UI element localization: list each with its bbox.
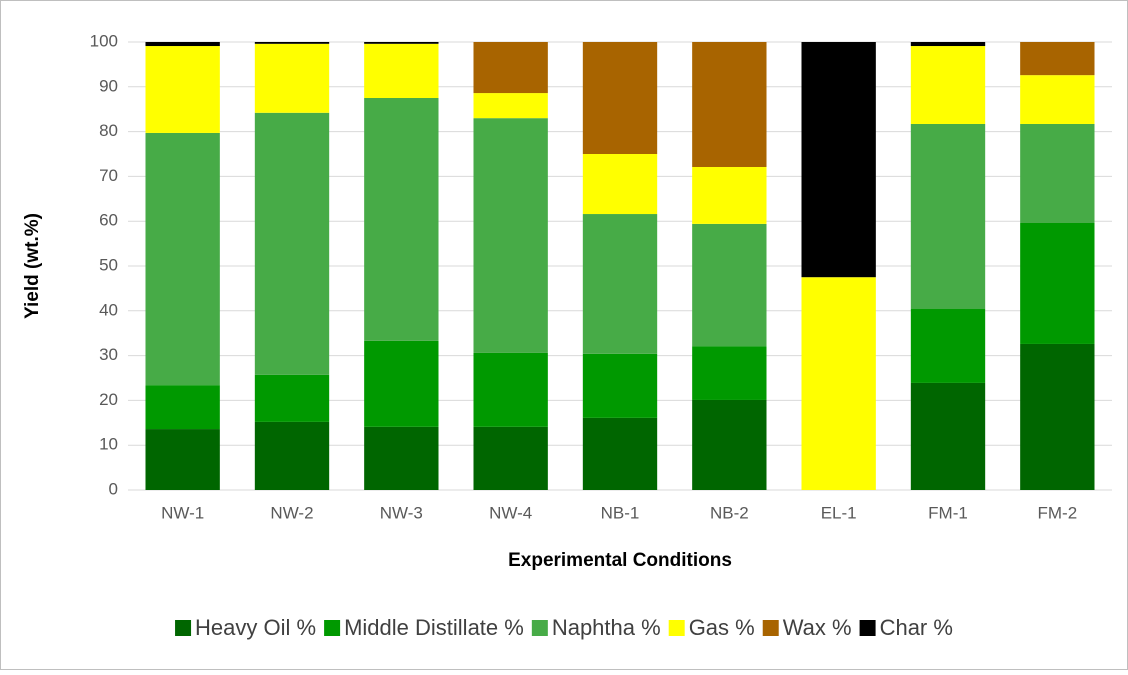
y-tick-label: 100 (90, 31, 118, 50)
bar-segment (364, 43, 439, 98)
bar-segment (582, 42, 658, 154)
bar-segment (254, 43, 330, 113)
legend-swatch (175, 620, 192, 636)
legend-text: Naphtha % (552, 615, 661, 640)
legend-text: Heavy Oil % (195, 615, 316, 640)
bar-segment (145, 46, 220, 133)
bar-segment (145, 132, 220, 386)
bar-segment (473, 352, 548, 427)
legend-text: Middle Distillate % (344, 615, 524, 640)
bar-segment (692, 42, 767, 167)
y-tick-label: 30 (99, 345, 118, 364)
bar-segment (910, 382, 986, 490)
bar-segment (582, 154, 658, 215)
bar-segment (801, 42, 876, 278)
bar-segment (364, 340, 439, 427)
y-tick-label: 80 (99, 121, 118, 140)
legend-text: Char % (880, 615, 953, 640)
bar-segment (1020, 42, 1095, 76)
x-tick-label: NW-2 (270, 503, 313, 522)
bar-segment (364, 426, 439, 490)
bar-segment (692, 346, 767, 400)
bar-segment (692, 166, 767, 224)
y-tick-label: 50 (99, 255, 118, 274)
legend-swatch (531, 620, 548, 636)
bar-segment (910, 309, 986, 383)
bar-segment (254, 42, 330, 44)
bar-segment (692, 223, 767, 347)
bar-segment (910, 42, 986, 47)
bar-segment (801, 277, 876, 490)
y-tick-label: 0 (109, 479, 118, 498)
x-tick-label: NW-4 (489, 503, 532, 522)
bar-segment (1020, 123, 1095, 223)
bar-segment (364, 98, 439, 341)
bar-segment (1020, 75, 1095, 124)
x-tick-label: NB-2 (710, 503, 749, 522)
x-tick-label: FM-1 (928, 503, 968, 522)
bar-segment (692, 399, 767, 490)
y-tick-label: 10 (99, 435, 118, 454)
legend-swatch (324, 620, 341, 636)
y-axis-title: Yield (wt.%) (22, 213, 43, 319)
bar-segment (1020, 343, 1095, 490)
x-tick-label: NB-1 (601, 503, 640, 522)
bar-segment (582, 353, 658, 418)
legend-swatch (762, 620, 779, 636)
bar-segment (473, 42, 548, 94)
y-tick-label: 90 (99, 76, 118, 95)
bar-segment (254, 421, 330, 490)
y-tick-label: 70 (99, 166, 118, 185)
bar-segment (364, 42, 439, 44)
bar-segment (145, 42, 220, 47)
legend-text: Wax % (783, 615, 852, 640)
bar-segment (582, 417, 658, 490)
legend-text: Gas % (689, 615, 755, 640)
bar-segment (254, 112, 330, 375)
x-tick-label: NW-3 (380, 503, 423, 522)
y-tick-label: 20 (99, 390, 118, 409)
x-tick-label: NW-1 (161, 503, 204, 522)
legend-swatch (859, 620, 876, 636)
x-tick-label: EL-1 (821, 503, 857, 522)
y-tick-label: 40 (99, 300, 118, 319)
bar-segment (254, 374, 330, 422)
bar-segment (473, 93, 548, 119)
legend-swatch (668, 620, 685, 636)
bar-segment (910, 123, 986, 310)
x-tick-label: FM-2 (1037, 503, 1077, 522)
y-tick-label: 60 (99, 211, 118, 230)
bar-segment (1020, 222, 1095, 344)
bar-segment (473, 426, 548, 490)
bar-segment (582, 214, 658, 354)
bar-segment (910, 46, 986, 124)
bar-segment (473, 118, 548, 353)
bar-segment (145, 429, 220, 490)
bar-segment (145, 385, 220, 430)
x-axis-title: Experimental Conditions (508, 550, 732, 571)
